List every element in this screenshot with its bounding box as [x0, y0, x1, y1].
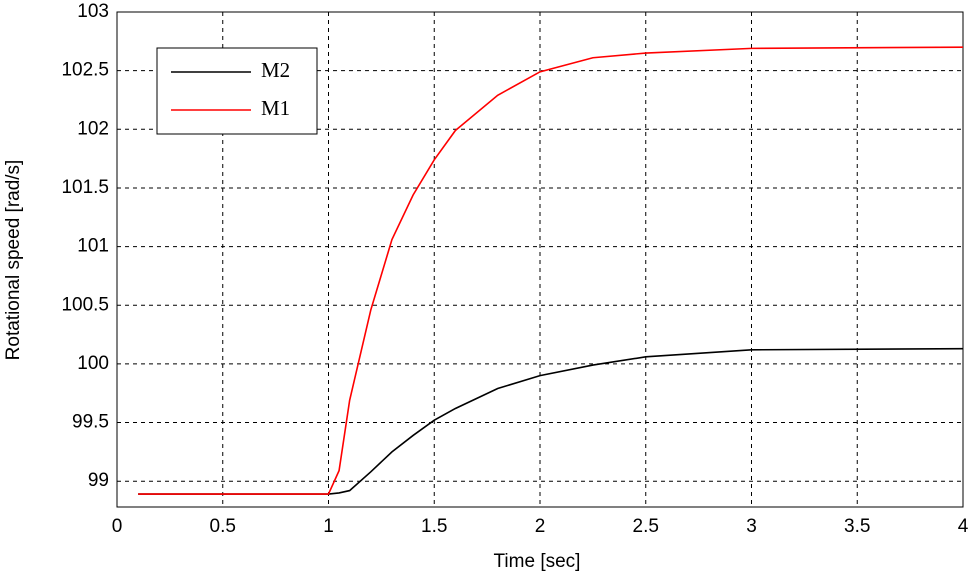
x-tick-label: 3	[746, 516, 757, 537]
y-tick-label: 101	[77, 236, 109, 257]
y-tick-label: 100.5	[61, 294, 109, 315]
legend-box	[156, 47, 318, 135]
legend-label: M2	[261, 58, 290, 82]
x-tick-label: 4	[958, 516, 969, 537]
y-tick-label: 103	[77, 1, 109, 22]
x-tick-label: 0	[112, 516, 123, 537]
x-tick-label: 3.5	[844, 516, 870, 537]
x-tick-label: 0.5	[210, 516, 236, 537]
y-axis-label: Rotational speed [rad/s]	[3, 160, 24, 361]
line-series	[138, 46, 964, 495]
y-tick-label: 100	[77, 353, 109, 374]
x-tick-label: 1.5	[421, 516, 447, 537]
legend-label: M1	[261, 96, 290, 120]
y-tick-label: 102.5	[61, 60, 109, 81]
x-tick-label: 2	[535, 516, 546, 537]
y-tick-label: 101.5	[61, 177, 109, 198]
y-tick-label: 99	[88, 470, 109, 491]
y-tick-label: 99.5	[72, 412, 109, 433]
y-tick-label: 102	[77, 118, 109, 139]
x-tick-label: 2.5	[633, 516, 659, 537]
plot-frame	[116, 11, 964, 508]
x-axis-label: Time [sec]	[494, 551, 581, 572]
x-tick-label: 1	[323, 516, 334, 537]
line-series	[138, 347, 964, 495]
